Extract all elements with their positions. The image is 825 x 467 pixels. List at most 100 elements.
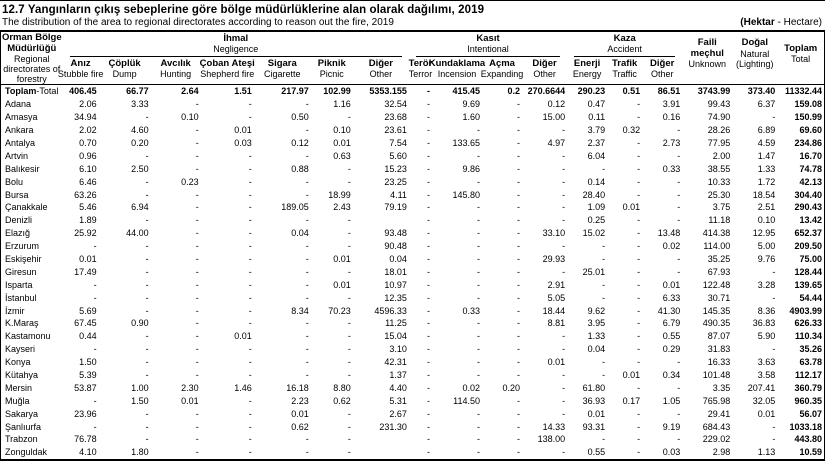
value-cell: 0.14 xyxy=(587,176,606,187)
value-cell: - xyxy=(145,266,149,277)
value-cell: 0.03 xyxy=(234,138,252,148)
fire-cause-table: Orman Bölge Müdürlüğü Regional directora… xyxy=(0,30,825,461)
value-cell: 0.29 xyxy=(662,344,681,355)
value-cell: 0.47 xyxy=(587,99,606,110)
value-cell: 1.37 xyxy=(389,370,407,381)
value-cell: 30.71 xyxy=(707,292,731,303)
value-cell: 0.96 xyxy=(79,150,97,161)
value-cell: 150.99 xyxy=(794,112,822,123)
value-cell: 0.33 xyxy=(462,305,480,316)
value-cell: - xyxy=(517,189,521,200)
value-cell: - xyxy=(602,241,606,252)
value-cell: - xyxy=(477,254,480,265)
col-shepherd-fire: Çoban Ateşi Shepherd fire xyxy=(200,57,255,86)
value-cell: 0.12 xyxy=(291,138,309,148)
value-cell: 0.03 xyxy=(662,447,681,458)
value-cell: - xyxy=(772,421,776,432)
value-cell: 0.12 xyxy=(547,99,566,110)
table-row: Kayseri - - - - - - 3.10 - - - - 0.04 - 0.29 31.83 - 35.2… xyxy=(1,343,825,356)
value-cell: - xyxy=(347,344,351,355)
value-cell: 6.46 xyxy=(79,176,97,187)
value-cell: 0.01 xyxy=(333,254,351,265)
value-cell: - xyxy=(347,370,351,381)
value-cell: 1.60 xyxy=(462,112,480,123)
value-cell: - xyxy=(637,408,641,419)
value-cell: - xyxy=(195,163,199,174)
value-cell: - xyxy=(477,241,480,252)
value-cell: 63.78 xyxy=(799,357,822,368)
value-cell: 2.73 xyxy=(662,138,681,148)
region-name: Bolu xyxy=(5,176,24,187)
value-cell: 1.47 xyxy=(757,150,776,161)
value-cell: 652.37 xyxy=(794,228,822,239)
value-cell: - xyxy=(477,150,480,161)
value-cell: 1.72 xyxy=(757,176,776,187)
value-cell: 0.33 xyxy=(662,163,681,174)
value-cell: 1.05 xyxy=(662,395,681,406)
value-cell: - xyxy=(195,189,199,200)
value-cell: 3.95 xyxy=(587,318,606,329)
value-cell: 15.02 xyxy=(582,228,606,239)
value-cell: - xyxy=(426,318,430,329)
table-row: İzmir 5.69 - - - 8.34 70.23 4596.33 - 0.33 - 18.44 9… xyxy=(1,304,825,317)
value-cell: - xyxy=(517,228,521,239)
value-cell: - xyxy=(517,357,521,368)
value-cell: 133.65 xyxy=(452,138,480,148)
value-cell: - xyxy=(248,357,252,368)
value-cell: - xyxy=(677,382,681,393)
value-cell: 16.33 xyxy=(707,357,731,368)
value-cell: - xyxy=(145,241,149,252)
value-cell: 3.33 xyxy=(131,99,149,110)
value-cell: - xyxy=(347,241,351,252)
value-cell: 0.01 xyxy=(234,125,252,136)
value-cell: 0.2 xyxy=(507,86,521,97)
value-cell: 290.43 xyxy=(794,202,822,213)
value-cell: - xyxy=(637,254,641,265)
value-cell: - xyxy=(677,254,681,265)
value-cell: - xyxy=(772,292,776,303)
value-cell: 0.01 xyxy=(79,254,97,265)
value-cell: 99.43 xyxy=(707,99,731,110)
value-cell: 6.94 xyxy=(131,202,149,213)
region-name: Erzurum xyxy=(5,241,40,252)
value-cell: 0.20 xyxy=(131,138,149,148)
value-cell: - xyxy=(426,305,430,316)
value-cell: - xyxy=(248,241,252,252)
value-cell: 0.11 xyxy=(588,112,606,123)
value-cell: - xyxy=(637,112,641,123)
region-name: Toplam-Total xyxy=(5,86,59,97)
value-cell: - xyxy=(195,421,199,432)
value-cell: - xyxy=(637,382,641,393)
value-cell: - xyxy=(145,176,149,187)
value-cell: - xyxy=(772,266,776,277)
value-cell: 74.90 xyxy=(707,112,731,123)
value-cell: - xyxy=(145,357,149,368)
value-cell: - xyxy=(248,112,252,123)
value-cell: - xyxy=(637,99,641,110)
value-cell: 0.62 xyxy=(333,395,351,406)
value-cell: 1.16 xyxy=(333,99,351,110)
value-cell: 25.92 xyxy=(74,228,97,239)
value-cell: 0.90 xyxy=(131,318,149,329)
value-cell: - xyxy=(562,163,566,174)
value-cell: - xyxy=(347,176,351,187)
value-cell: - xyxy=(305,215,309,226)
table-row: Çanakkale 5.46 6.94 - - 189.05 2.43 79.19 - - - - 1.… xyxy=(1,201,825,214)
value-cell: 5.60 xyxy=(389,150,407,161)
value-cell: 67.93 xyxy=(707,266,731,277)
value-cell: - xyxy=(145,150,149,161)
value-cell: - xyxy=(426,241,430,252)
value-cell: 2.67 xyxy=(389,408,407,419)
value-cell: - xyxy=(637,138,641,148)
value-cell: 0.04 xyxy=(389,254,407,265)
value-cell: 0.63 xyxy=(333,150,351,161)
value-cell: 102.99 xyxy=(323,86,351,97)
value-cell: - xyxy=(195,99,199,110)
value-cell: - xyxy=(517,408,521,419)
value-cell: 0.01 xyxy=(291,408,309,419)
value-cell: 406.45 xyxy=(69,86,97,97)
value-cell: - xyxy=(426,176,430,187)
table-row: Mersin 53.87 1.00 2.30 1.46 16.18 8.80 4.40 - 0.0… xyxy=(1,381,825,394)
value-cell: - xyxy=(477,357,480,368)
value-cell: - xyxy=(517,266,521,277)
